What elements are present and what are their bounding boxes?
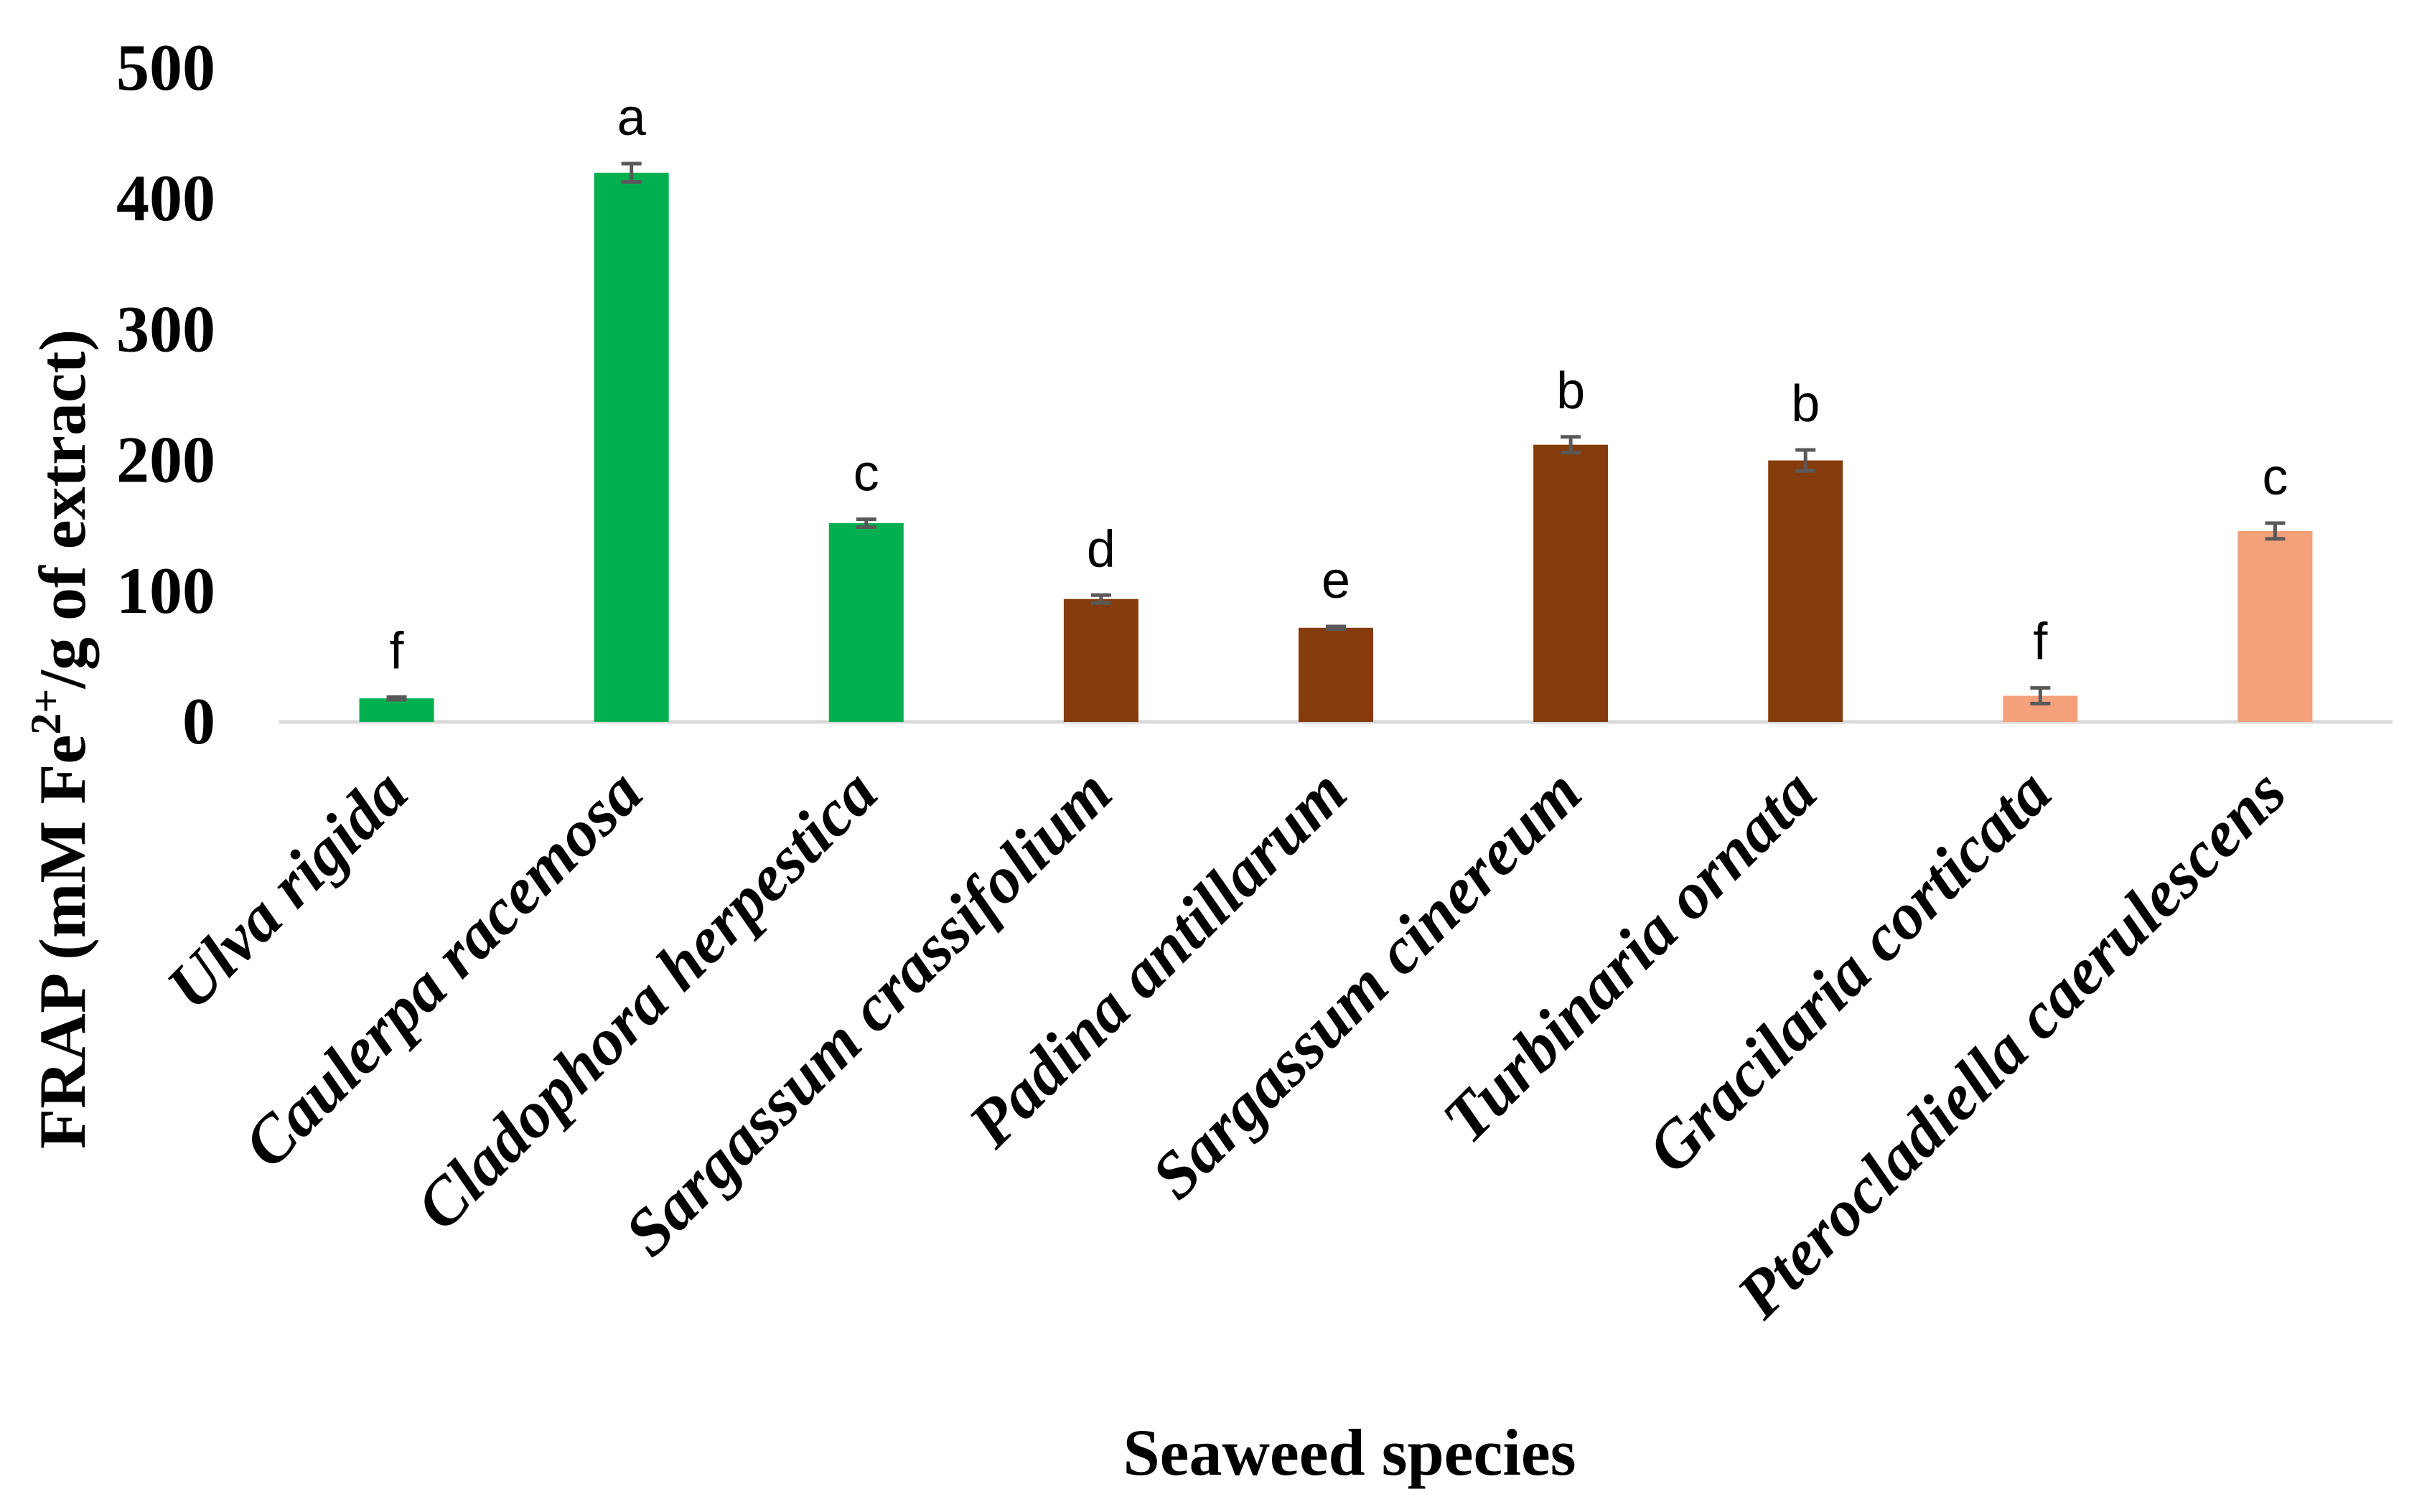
significance-letters: f a c d e b b f c — [390, 89, 2288, 680]
y-tick-label: 500 — [116, 31, 215, 104]
error-bar — [1795, 448, 1816, 473]
significance-letter: f — [390, 622, 405, 680]
error-bar — [856, 517, 876, 530]
error-bar — [386, 695, 407, 702]
error-bar — [1326, 624, 1346, 631]
error-bars — [386, 161, 2286, 705]
category-label: Caulerpa racemosa — [229, 755, 655, 1181]
y-tick-label: 400 — [116, 161, 215, 235]
y-axis-title-main: FRAP (mM Fe — [26, 735, 99, 1149]
y-tick-label: 200 — [116, 423, 215, 497]
significance-letter: e — [1322, 552, 1350, 609]
significance-letter: a — [617, 89, 647, 146]
y-tick-label: 300 — [116, 292, 215, 365]
bar — [359, 698, 434, 722]
significance-letter: b — [1791, 375, 1820, 433]
y-axis-ticks: 0 100 200 300 400 500 — [116, 31, 215, 758]
bars — [359, 172, 2313, 722]
significance-letter: c — [2262, 449, 2288, 506]
y-axis-title-tail: /g of extract) — [26, 329, 99, 690]
category-label: Cladophora herpestica — [402, 755, 891, 1244]
y-tick-label: 100 — [116, 554, 215, 627]
significance-letter: b — [1556, 362, 1585, 420]
error-bar — [1561, 435, 1581, 455]
bar — [1768, 460, 1843, 722]
category-label: Sargassum crassifolium — [611, 755, 1126, 1269]
error-bar — [2265, 521, 2286, 541]
bar — [1299, 627, 1373, 722]
y-tick-label: 0 — [182, 685, 215, 758]
y-axis-title: FRAP (mM Fe2+/g of extract) — [22, 329, 99, 1149]
y-axis-title-superscript: 2+ — [22, 689, 70, 735]
bar — [828, 523, 904, 722]
category-label: Gracilaria corticata — [1633, 755, 2065, 1187]
category-label: Sargassum cinereum — [1137, 755, 1595, 1213]
bar — [2237, 530, 2313, 722]
error-bar — [1090, 593, 1111, 605]
x-axis-title: Seaweed species — [1123, 1416, 1576, 1489]
bar — [594, 172, 669, 722]
error-bar — [621, 161, 642, 184]
bar — [1063, 598, 1138, 722]
significance-letter: f — [2033, 614, 2048, 671]
bar — [1533, 444, 1609, 722]
error-bar — [2030, 686, 2051, 705]
significance-letter: c — [853, 445, 879, 502]
significance-letter: d — [1087, 520, 1116, 578]
